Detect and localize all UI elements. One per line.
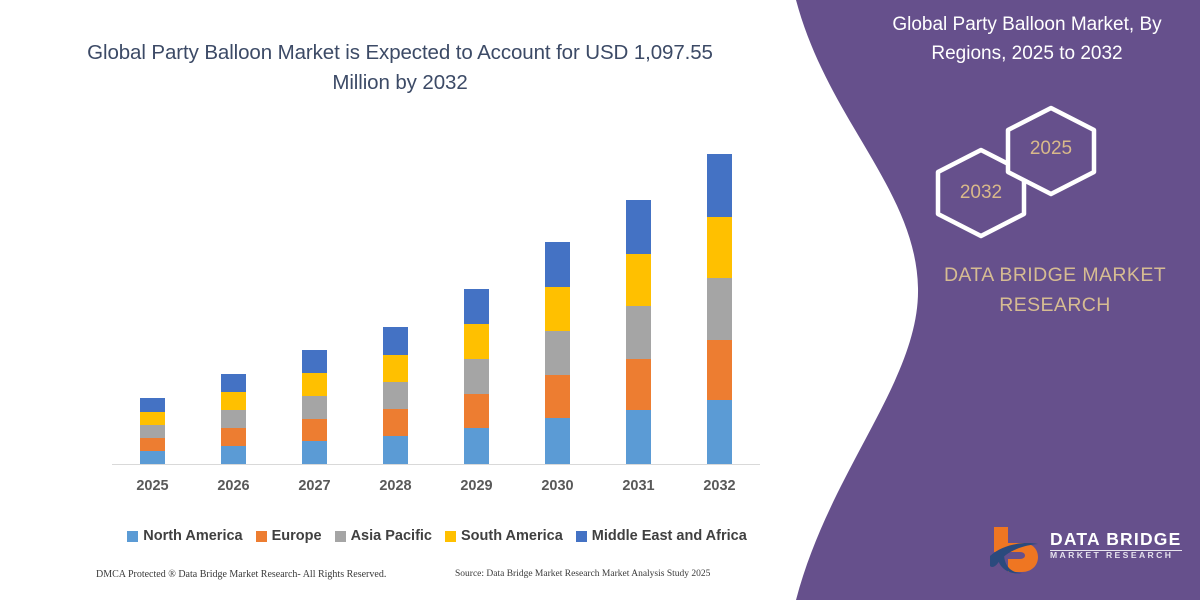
bar-segment (464, 289, 489, 324)
bar-segment (545, 418, 570, 465)
bar-segment (707, 400, 732, 465)
x-label-2031: 2031 (622, 478, 655, 494)
bar-2032 (707, 154, 732, 465)
legend-swatch (127, 530, 139, 542)
legend-swatch (575, 530, 587, 542)
bar-segment (140, 425, 165, 438)
side-panel-title: Global Party Balloon Market, By Regions,… (892, 14, 1162, 64)
logo-line-1: DATA BRIDGE (1050, 529, 1182, 549)
bar-segment (626, 410, 651, 465)
bar-segment (707, 154, 732, 217)
chart-title: Global Party Balloon Market is Expected … (87, 41, 713, 94)
brand-line-1: DATA BRIDGE MARKET (943, 264, 1167, 286)
bar-segment (626, 306, 651, 359)
source-note: Source: Data Bridge Market Research Mark… (455, 569, 711, 579)
bar-segment (383, 409, 408, 436)
x-label-2032: 2032 (703, 478, 736, 494)
x-label-2028: 2028 (379, 478, 412, 494)
bar-2025 (140, 398, 165, 465)
legend-label: Europe (271, 528, 322, 544)
bar-segment (221, 410, 246, 429)
legend-item: Middle East and Africa (575, 528, 747, 544)
bar-segment (626, 359, 651, 410)
bar-segment (545, 331, 570, 375)
legend-item: Asia Pacific (334, 528, 432, 544)
bar-segment (707, 217, 732, 278)
brand-name: DATA BRIDGE MARKET RESEARCH (905, 260, 1200, 320)
logo-wordmark: DATA BRIDGE MARKET RESEARCH (1050, 529, 1190, 562)
bar-segment (626, 254, 651, 306)
x-axis-labels: 2025 2026 2027 2028 2029 2030 2031 2032 (112, 472, 760, 496)
brand-line-2: RESEARCH (999, 294, 1111, 316)
bar-segment (383, 436, 408, 465)
legend-label: Middle East and Africa (591, 528, 747, 544)
x-label-2025: 2025 (136, 478, 169, 494)
hexagon-2032-label: 2032 (959, 182, 1003, 203)
bar-segment (383, 382, 408, 409)
hexagon-2025: 2025 (1003, 105, 1099, 197)
bar-2026 (221, 374, 246, 465)
chart-legend: North America Europe Asia Pacific South Ame… (112, 528, 762, 544)
bar-segment (221, 374, 246, 393)
logo-divider (1050, 550, 1182, 551)
legend-label: Asia Pacific (350, 528, 432, 544)
footer: DMCA Protected ® Data Bridge Market Rese… (0, 567, 800, 589)
bar-segment (302, 396, 327, 419)
bar-segment (302, 373, 327, 396)
chart-panel: Global Party Balloon Market is Expected … (0, 41, 800, 589)
bar-segment (383, 355, 408, 382)
bar-segment (707, 340, 732, 400)
bar-segment (140, 438, 165, 451)
bar-segment (302, 350, 327, 373)
bar-segment (464, 394, 489, 428)
legend-swatch (445, 530, 456, 542)
bar-segment (140, 412, 165, 425)
bar-segment (140, 398, 165, 412)
legend-label: North America (143, 528, 243, 544)
bar-segment (545, 375, 570, 418)
bar-segment (221, 392, 246, 411)
company-logo: DATA BRIDGE MARKET RESEARCH (988, 521, 1188, 579)
bar-segment (464, 359, 489, 394)
logo-mark-icon (988, 523, 1046, 575)
logo-line-2: MARKET RESEARCH (1050, 550, 1174, 560)
bar-segment (140, 451, 165, 465)
bar-2028 (383, 327, 408, 465)
bar-2030 (545, 242, 570, 465)
legend-label: South America (461, 528, 563, 544)
bar-segment (464, 324, 489, 359)
dmca-notice: DMCA Protected ® Data Bridge Market Rese… (96, 569, 387, 580)
x-label-2026: 2026 (217, 478, 250, 494)
bar-2031 (626, 200, 651, 465)
bar-segment (221, 428, 246, 447)
legend-item: South America (445, 528, 563, 544)
legend-swatch (334, 530, 346, 542)
bar-segment (383, 327, 408, 355)
bar-segment (464, 428, 489, 465)
x-label-2029: 2029 (460, 478, 493, 494)
legend-item: Europe (255, 528, 322, 544)
bar-segment (545, 242, 570, 287)
legend-item: North America (127, 528, 243, 544)
bar-segment (302, 419, 327, 441)
bar-2029 (464, 289, 489, 465)
legend-swatch (255, 530, 267, 542)
bar-segment (221, 446, 246, 465)
x-label-2030: 2030 (541, 478, 574, 494)
hexagon-badges: 2032 2025 (925, 105, 1125, 240)
bar-segment (302, 441, 327, 465)
bar-segment (707, 278, 732, 340)
hexagon-2025-label: 2025 (1029, 138, 1073, 159)
stacked-bar-chart-plot (112, 140, 760, 465)
x-axis-line (112, 464, 760, 465)
bar-2027 (302, 350, 327, 465)
bar-segment (545, 287, 570, 331)
x-label-2027: 2027 (298, 478, 331, 494)
bar-segment (626, 200, 651, 254)
